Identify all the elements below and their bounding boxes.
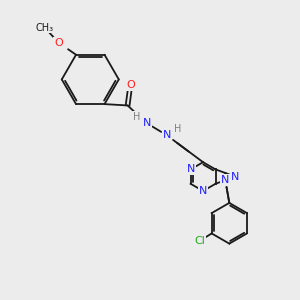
Text: N: N <box>221 175 230 185</box>
Text: N: N <box>142 118 151 128</box>
Text: CH₃: CH₃ <box>36 22 54 33</box>
Text: N: N <box>186 164 195 174</box>
Text: H: H <box>174 124 181 134</box>
Text: O: O <box>54 38 63 47</box>
Text: H: H <box>133 112 140 122</box>
Text: O: O <box>126 80 135 90</box>
Text: N: N <box>199 186 207 196</box>
Text: Cl: Cl <box>194 236 205 246</box>
Text: N: N <box>163 130 171 140</box>
Text: N: N <box>231 172 239 182</box>
